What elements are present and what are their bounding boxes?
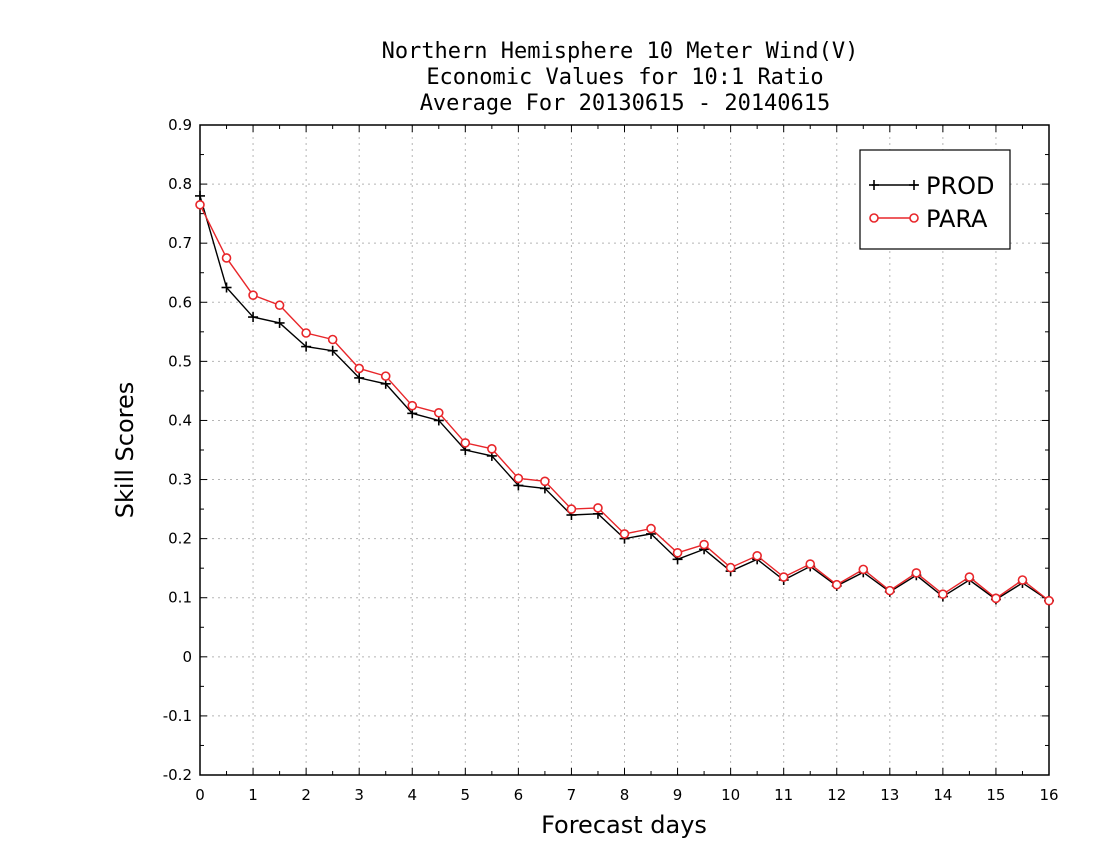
y-tick-label: 0.1	[168, 589, 192, 607]
data-point-prod	[327, 345, 338, 356]
legend-items: PROD PARA	[869, 172, 995, 233]
legend-marker-prod	[909, 180, 919, 190]
y-tick-label: 0.2	[168, 530, 192, 548]
data-point-para	[354, 363, 364, 374]
data-point-para	[831, 579, 842, 590]
legend: PROD PARA	[859, 149, 1011, 250]
legend-marker-para	[869, 213, 879, 223]
x-tick-label: 3	[354, 786, 364, 804]
x-tick-label: 11	[774, 786, 793, 804]
x-tick-label: 4	[407, 786, 417, 804]
data-point-para	[407, 400, 418, 411]
x-tick-label: 7	[567, 786, 577, 804]
x-tick-label: 9	[673, 786, 683, 804]
data-point-para	[274, 300, 285, 311]
x-tick-label: 10	[721, 786, 740, 804]
y-tick-label: 0	[182, 648, 192, 666]
data-point-para	[1044, 595, 1054, 606]
data-point-prod	[301, 341, 312, 352]
y-tick-label: 0.9	[168, 116, 192, 134]
data-point-para	[566, 504, 577, 514]
axis-ticks: 0 1 2 3 4 5 6 7 8 9 10 11 12 13 14 15 16-0.2-0.100.10.20…	[163, 116, 1059, 804]
data-point-para	[778, 572, 789, 582]
series-prod	[195, 190, 1054, 606]
data-point-para	[327, 334, 338, 345]
data-point-para	[593, 503, 603, 513]
data-point-para	[248, 290, 258, 300]
data-point-para	[725, 562, 736, 573]
x-axis-label: Forecast days	[541, 811, 707, 839]
data-point-para	[699, 539, 709, 550]
data-point-para	[619, 529, 630, 539]
chart-subtitle-2: Average For 20130615 - 20140615	[420, 91, 831, 116]
x-tick-label: 16	[1039, 786, 1058, 804]
y-tick-label: 0.5	[168, 352, 192, 370]
legend-label-para: PARA	[926, 205, 988, 233]
x-tick-label: 12	[827, 786, 846, 804]
data-point-prod	[195, 190, 205, 201]
data-point-para	[513, 473, 524, 484]
data-point-para	[885, 585, 895, 596]
data-point-para	[433, 407, 444, 418]
data-point-para	[221, 253, 232, 263]
y-tick-label: 0.8	[168, 175, 192, 193]
y-tick-label: 0.6	[168, 293, 192, 311]
data-point-para	[991, 593, 1001, 604]
series-para	[195, 199, 1054, 606]
series-group	[195, 190, 1054, 606]
data-point-para	[858, 564, 869, 575]
chart-title: Northern Hemisphere 10 Meter Wind(V)	[382, 39, 859, 64]
x-tick-label: 8	[620, 786, 630, 804]
data-point-para	[672, 548, 683, 558]
y-tick-label: -0.1	[163, 707, 192, 725]
data-point-para	[646, 523, 656, 534]
legend-marker-prod	[869, 180, 879, 190]
data-point-prod	[354, 372, 365, 383]
data-point-para	[752, 550, 762, 561]
x-tick-label: 14	[933, 786, 952, 804]
legend-item-para: PARA	[869, 205, 988, 233]
y-tick-label: 0.3	[168, 471, 192, 489]
x-tick-label: 1	[248, 786, 258, 804]
data-point-para	[460, 438, 471, 448]
y-tick-label: -0.2	[163, 766, 192, 784]
x-tick-label: 15	[986, 786, 1005, 804]
data-point-para	[195, 199, 205, 210]
data-point-para	[1017, 575, 1028, 585]
x-tick-label: 13	[880, 786, 899, 804]
y-tick-label: 0.4	[168, 411, 192, 429]
data-point-para	[938, 589, 948, 599]
data-point-para	[380, 371, 391, 381]
y-axis-label: Skill Scores	[111, 382, 139, 519]
legend-item-prod: PROD	[869, 172, 995, 200]
legend-label-prod: PROD	[926, 172, 995, 200]
x-tick-label: 2	[301, 786, 311, 804]
data-point-para	[911, 568, 922, 578]
legend-marker-para	[909, 213, 919, 223]
data-point-prod	[274, 317, 285, 328]
x-tick-label: 0	[195, 786, 205, 804]
data-point-para	[540, 476, 550, 487]
data-point-para	[964, 572, 975, 582]
data-point-para	[487, 444, 497, 454]
chart-subtitle: Economic Values for 10:1 Ratio	[426, 65, 823, 90]
data-point-para	[301, 328, 311, 338]
y-tick-label: 0.7	[168, 234, 192, 252]
data-point-prod	[221, 282, 232, 293]
data-point-prod	[248, 312, 259, 323]
data-point-para	[805, 559, 816, 569]
legend-box	[859, 149, 1011, 250]
x-tick-label: 6	[514, 786, 524, 804]
x-tick-label: 5	[461, 786, 471, 804]
